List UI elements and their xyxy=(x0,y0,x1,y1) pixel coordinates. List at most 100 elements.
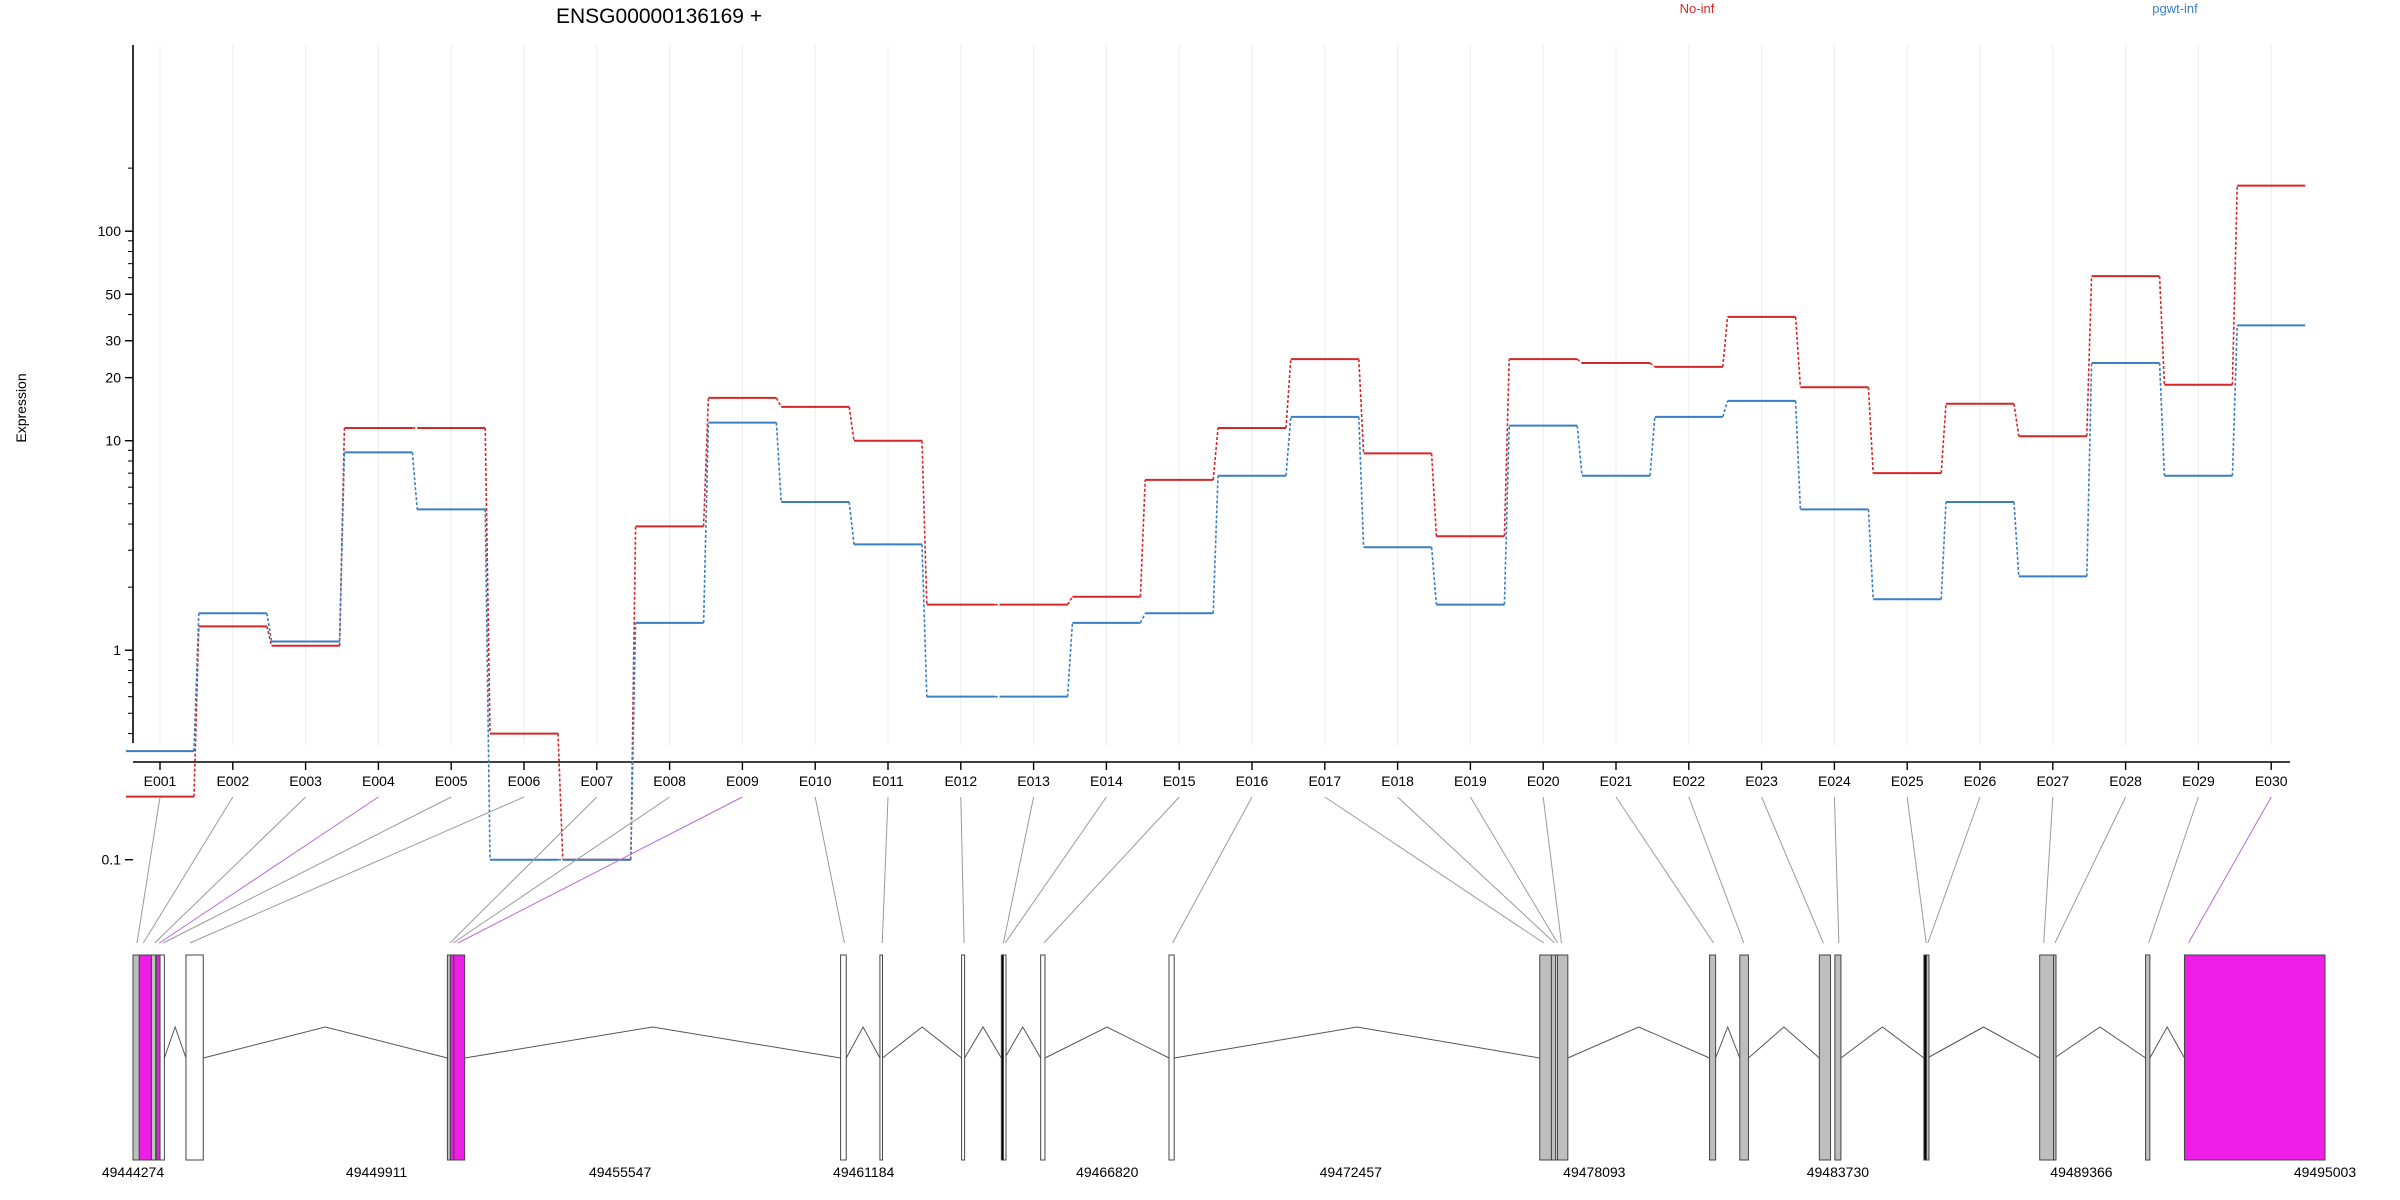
step-connector xyxy=(1722,400,1729,418)
x-tick-label: E022 xyxy=(1672,773,1705,789)
coordinate-label: 49483730 xyxy=(1807,1164,1870,1180)
coordinate-label: 49449911 xyxy=(346,1164,407,1180)
x-tick-label: E003 xyxy=(289,773,322,789)
exon-bin-e011 xyxy=(879,954,884,1161)
connector-e005 xyxy=(162,796,452,944)
step-connector xyxy=(2158,362,2166,476)
exon-connectors xyxy=(136,796,2272,944)
step-connector xyxy=(1212,427,1219,480)
step-connector xyxy=(2013,403,2020,437)
connector-e010 xyxy=(814,796,845,944)
connector-e026 xyxy=(1927,796,1981,944)
step-connector xyxy=(484,427,491,734)
step-connector xyxy=(1430,453,1438,537)
connector-e023 xyxy=(1761,796,1824,944)
series-pgwt-inf xyxy=(126,324,2306,861)
exon-bin-e018 xyxy=(1550,954,1557,1161)
intron-line xyxy=(2149,1025,2185,1059)
coordinate-label: 49444274 xyxy=(102,1164,165,1180)
intron-line xyxy=(1748,1026,1820,1059)
connector-e012 xyxy=(960,796,965,944)
coordinate-label: 49461184 xyxy=(833,1164,894,1180)
connector-e018 xyxy=(1397,796,1555,944)
step-connector xyxy=(1794,316,1802,388)
connector-e017 xyxy=(1324,796,1545,944)
connector-e016 xyxy=(1172,796,1253,944)
exon-bin-e009 xyxy=(453,954,466,1161)
vertical-grid xyxy=(159,45,2272,745)
connector-e028 xyxy=(2054,796,2127,944)
x-tick-label: E005 xyxy=(435,773,468,789)
step-connector xyxy=(1358,359,1365,454)
step-connector xyxy=(921,544,928,697)
step-connector xyxy=(848,406,855,441)
x-tick-label: E027 xyxy=(2036,773,2069,789)
step-connector xyxy=(2086,362,2093,577)
step-connector xyxy=(1867,387,1874,474)
x-tick-label: E012 xyxy=(944,773,977,789)
connector-e022 xyxy=(1688,796,1745,944)
x-tick-label: E017 xyxy=(1308,773,1341,789)
step-connector xyxy=(1867,509,1874,600)
exon-bin-e026 xyxy=(1925,954,1930,1161)
connector-e027 xyxy=(2043,796,2054,944)
intron-line xyxy=(1044,1026,1170,1059)
chart-title: ENSG00000136169 + xyxy=(556,5,762,28)
axes xyxy=(132,45,2290,763)
intron-line xyxy=(464,1026,841,1059)
intron-line xyxy=(964,1026,1002,1059)
step-connector xyxy=(484,509,491,860)
x-tick-label: E015 xyxy=(1163,773,1196,789)
intron-line xyxy=(1174,1026,1540,1059)
connector-e025 xyxy=(1906,796,1927,944)
intron-line xyxy=(1840,1026,1925,1059)
step-connector xyxy=(338,452,346,642)
coordinate-label: 49472457 xyxy=(1320,1164,1383,1180)
x-tick-label: E024 xyxy=(1818,773,1851,789)
step-connector xyxy=(1285,359,1292,429)
x-tick-label: E013 xyxy=(1017,773,1050,789)
x-tick-label: E002 xyxy=(216,773,249,789)
connector-e015 xyxy=(1043,796,1180,944)
connector-e024 xyxy=(1833,796,1840,944)
y-ticks: 0.1 1 10 20 30 50 100 xyxy=(98,167,133,868)
x-tick-label: E014 xyxy=(1090,773,1123,789)
intron-line xyxy=(845,1025,881,1059)
x-ticks: E001 E002 E003 E004 E005 E006 E007 E008 E009 E010… xyxy=(144,762,2288,789)
exon-model xyxy=(132,954,2326,1161)
exon-bin-e005 xyxy=(159,954,165,1161)
exon-bin-e008 xyxy=(449,954,455,1161)
x-tick-label: E001 xyxy=(144,773,177,789)
coordinate-label: 49478093 xyxy=(1563,1164,1626,1180)
x-tick-label: E025 xyxy=(1891,773,1924,789)
step-connector xyxy=(2158,276,2166,385)
step-connector xyxy=(1794,400,1802,510)
intron-line xyxy=(1715,1025,1741,1059)
intron-lines xyxy=(163,1025,2185,1059)
intron-line xyxy=(1567,1026,1710,1059)
step-connector xyxy=(1358,416,1365,548)
exon-bin-e022 xyxy=(1739,954,1749,1161)
legend-entry-no-inf: No-inf xyxy=(1680,1,1715,16)
step-connector xyxy=(1940,403,1947,474)
exon-bin-e027 xyxy=(2039,954,2055,1161)
x-tick-label: E021 xyxy=(1600,773,1633,789)
exon-bin-e015 xyxy=(1040,954,1046,1161)
exon-bin-e023 xyxy=(1818,954,1832,1161)
coordinate-label: 49489366 xyxy=(2050,1164,2113,1180)
x-tick-label: E028 xyxy=(2109,773,2142,789)
coordinate-label: 49495003 xyxy=(2294,1164,2357,1180)
y-tick-label: 10 xyxy=(105,433,121,449)
step-connector xyxy=(2013,501,2020,577)
x-tick-label: E010 xyxy=(799,773,832,789)
exon-bin-e024 xyxy=(1834,954,1842,1161)
x-tick-label: E008 xyxy=(653,773,686,789)
step-connector xyxy=(2231,185,2238,385)
series-no-inf xyxy=(126,184,2306,861)
exon-bin-e014 xyxy=(1003,954,1007,1161)
exon-bin-e021 xyxy=(1709,954,1717,1161)
connector-e004 xyxy=(159,796,379,944)
series-lines xyxy=(126,184,2306,861)
exon-bin-e006 xyxy=(185,954,204,1161)
